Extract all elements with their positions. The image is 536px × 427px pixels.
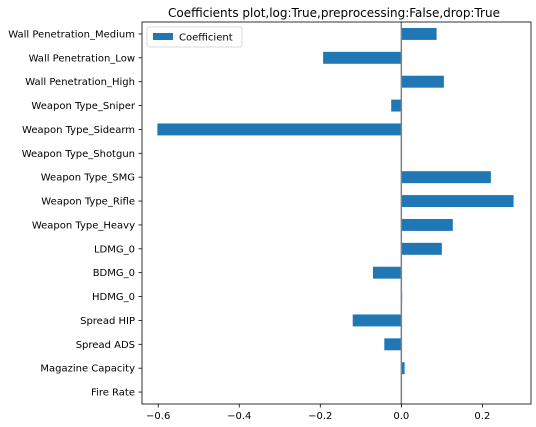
x-tick-label-4: 0.2 [474, 411, 490, 422]
x-tick-label-0: −0.6 [146, 411, 170, 422]
bar-wall-penetration-low [323, 51, 402, 64]
legend-swatch [153, 33, 173, 40]
y-tick-label-weapon-type-smg: Weapon Type_SMG [41, 173, 135, 184]
y-tick-label-wall-penetration-low: Wall Penetration_Low [29, 53, 135, 64]
y-tick-label-ldmg-0: LDMG_0 [94, 244, 135, 255]
bar-magazine-capacity [401, 362, 405, 375]
bar-weapon-type-sniper [391, 99, 402, 112]
bars-layer [157, 27, 514, 399]
legend-label: Coefficient [179, 33, 233, 44]
chart-title: Coefficients plot,log:True,preprocessing… [168, 6, 500, 20]
bar-wall-penetration-medium [401, 27, 437, 40]
y-tick-label-bdmg-0: BDMG_0 [93, 268, 135, 279]
y-tick-label-spread-ads: Spread ADS [76, 340, 135, 351]
y-tick-label-wall-penetration-high: Wall Penetration_High [25, 77, 135, 88]
bar-weapon-type-smg [401, 171, 491, 184]
y-tick-label-weapon-type-sidearm: Weapon Type_Sidearm [22, 125, 135, 136]
x-tick-label-1: −0.4 [227, 411, 251, 422]
bar-bdmg-0 [372, 266, 402, 279]
y-tick-label-weapon-type-sniper: Weapon Type_Sniper [31, 101, 135, 112]
plot-frame [141, 21, 532, 405]
bar-spread-hip [352, 314, 402, 327]
y-tick-label-fire-rate: Fire Rate [91, 388, 135, 399]
y-tick-label-weapon-type-heavy: Weapon Type_Heavy [32, 220, 135, 231]
x-tick-label-2: −0.2 [308, 411, 332, 422]
bar-ldmg-0 [401, 242, 442, 255]
bar-weapon-type-heavy [401, 218, 453, 231]
bar-wall-penetration-high [401, 75, 444, 88]
y-tick-label-spread-hip: Spread HIP [80, 316, 135, 327]
legend: Coefficient [146, 26, 243, 48]
axes-layer: Fire Rate Magazine Capacity Spread ADS Spre… [8, 21, 532, 422]
y-tick-label-magazine-capacity: Magazine Capacity [40, 364, 135, 375]
y-tick-label-wall-penetration-medium: Wall Penetration_Medium [8, 29, 135, 40]
bar-spread-ads [384, 338, 402, 351]
bar-weapon-type-sidearm [157, 123, 402, 136]
y-tick-label-hdmg-0: HDMG_0 [92, 292, 135, 303]
y-tick-label-weapon-type-rifle: Weapon Type_Rifle [41, 197, 135, 208]
legend-box [146, 26, 243, 48]
y-tick-label-weapon-type-shotgun: Weapon Type_Shotgun [22, 149, 135, 160]
bar-weapon-type-rifle [401, 195, 514, 208]
x-tick-label-3: 0.0 [393, 411, 409, 422]
